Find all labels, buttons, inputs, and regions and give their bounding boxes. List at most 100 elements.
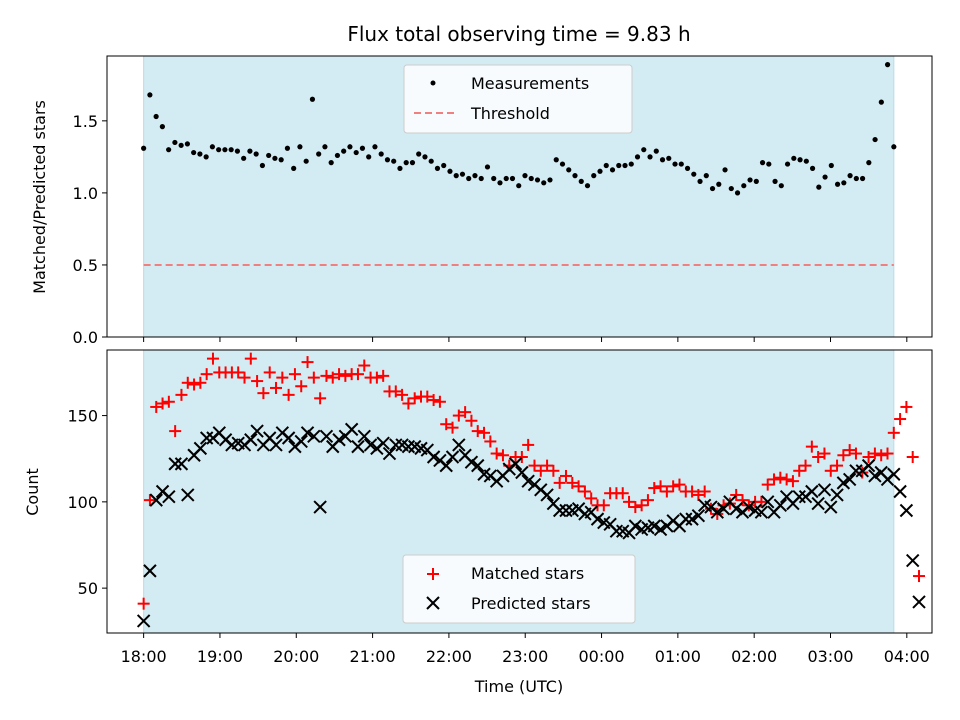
predicted-star-point (508, 457, 523, 471)
x-tick-label: 21:00 (350, 647, 396, 666)
bottom-y-tick-label: 100 (67, 493, 98, 512)
measurement-point (822, 174, 828, 180)
measurement-point (866, 160, 872, 166)
measurement-point (628, 161, 634, 167)
measurement-point (884, 62, 891, 68)
measurement-points (141, 62, 897, 196)
top-y-tick-label: 0.0 (73, 328, 98, 347)
top-legend-box (403, 64, 633, 134)
predicted-star-point (679, 512, 693, 526)
matched-star-point (377, 369, 390, 382)
predicted-star-point (363, 438, 378, 452)
predicted-star-point (761, 495, 775, 509)
predicted-star-point (515, 465, 529, 480)
legend-measurements-marker (430, 80, 436, 86)
matched-star-point (200, 368, 213, 381)
matched-star-point (528, 459, 541, 472)
measurement-point (441, 162, 447, 169)
predicted-star-point (811, 496, 825, 511)
matched-star-point (206, 352, 219, 365)
x-tick-label: 20:00 (273, 647, 319, 666)
matched-star-point (553, 476, 566, 489)
matched-star-point (900, 400, 913, 413)
matched-star-point (648, 482, 661, 495)
x-tick-label: 03:00 (807, 647, 853, 666)
count-points (136, 352, 926, 628)
measurement-point (353, 149, 359, 156)
measurement-point (809, 165, 816, 171)
measurement-point (141, 145, 147, 151)
matched-star-point (755, 495, 768, 508)
measurement-point (803, 158, 809, 164)
matched-star-point (301, 356, 314, 369)
matched-star-point (774, 471, 787, 484)
bottom-y-ticks: 50 100 150 (67, 407, 107, 598)
measurement-point (247, 148, 253, 154)
predicted-star-point (294, 434, 308, 449)
measurement-point (522, 173, 528, 179)
matched-star-point (572, 480, 585, 493)
measurement-point (172, 139, 178, 146)
predicted-star-point (149, 493, 163, 507)
predicted-star-point (136, 614, 151, 628)
measurement-point (184, 141, 190, 147)
matched-star-point (559, 469, 572, 482)
measurement-point (472, 173, 478, 179)
predicted-star-point (887, 467, 901, 481)
matched-star-point (875, 449, 888, 462)
top-legend: Measurements Threshold (403, 64, 633, 134)
matched-star-point (238, 371, 251, 384)
predicted-star-point (905, 553, 920, 568)
measurement-point (197, 151, 203, 157)
bottom-x-ticks: 18:00 19:00 20:00 21:00 22:00 23:00 00:00 01:00… (121, 633, 930, 666)
matched-star-point (433, 395, 446, 408)
measurement-point (266, 152, 272, 159)
measurement-point (228, 147, 234, 153)
measurement-point (447, 168, 453, 174)
predicted-star-point (250, 424, 264, 438)
x-tick-label: 19:00 (197, 647, 243, 666)
measurement-point (722, 167, 728, 173)
matched-star-point (780, 473, 793, 486)
matched-star-point (837, 449, 850, 462)
top-y-tick-label: 1.5 (73, 112, 98, 131)
predicted-star-point (281, 431, 296, 445)
bottom-legend-box (402, 554, 636, 624)
measurement-point (766, 161, 772, 167)
matched-star-point (295, 380, 308, 393)
predicted-star-point (754, 505, 769, 519)
matched-star-point (188, 378, 201, 391)
predicted-star-point (162, 489, 176, 504)
predicted-star-point (710, 505, 724, 519)
measurement-point (397, 165, 403, 171)
measurement-point (403, 160, 409, 166)
measurement-point (697, 178, 703, 184)
predicted-star-point (319, 429, 334, 443)
matched-star-point (440, 418, 453, 431)
predicted-star-point (181, 488, 195, 502)
measurement-point (459, 171, 466, 177)
matched-star-point (244, 352, 257, 365)
measurement-point (222, 147, 228, 153)
measurement-point (634, 154, 641, 160)
measurement-point (872, 136, 878, 143)
measurement-point (322, 144, 328, 150)
measurement-point (853, 175, 859, 182)
matched-star-point (736, 494, 749, 507)
matched-star-point (515, 450, 528, 463)
measurement-point (334, 152, 341, 159)
measurement-point (191, 149, 197, 156)
figure-title: Flux total observing time = 9.83 h (347, 22, 690, 46)
measurement-point (666, 155, 672, 161)
legend-threshold-label: Threshold (470, 104, 550, 123)
predicted-star-point (912, 595, 926, 609)
measurement-point (622, 162, 628, 169)
matched-star-point (421, 390, 434, 403)
measurement-point (416, 151, 422, 157)
measurement-point (372, 144, 378, 150)
matched-star-point (251, 375, 264, 388)
predicted-star-point (824, 500, 838, 514)
matched-star-point (673, 478, 686, 491)
measurement-point (278, 157, 284, 163)
measurement-point (591, 173, 597, 179)
